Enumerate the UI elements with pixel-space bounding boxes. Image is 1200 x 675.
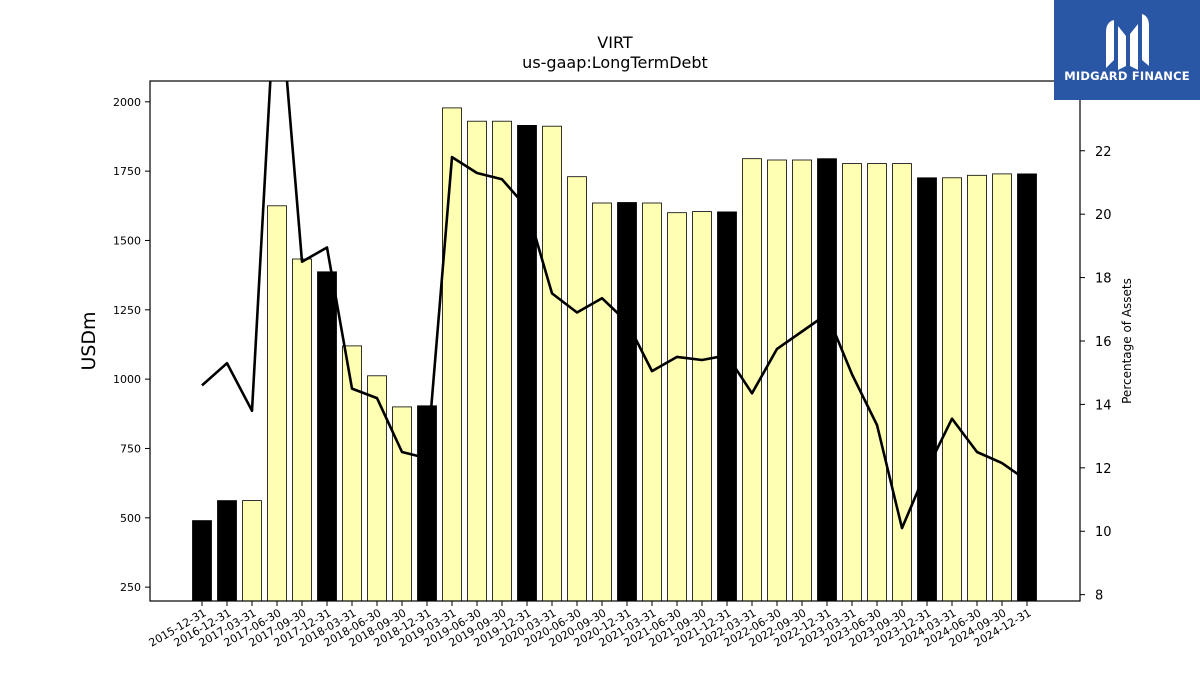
bar-2023-09-30 bbox=[892, 163, 912, 602]
y-tick-label: 1500 bbox=[113, 234, 141, 247]
y-tick-label: 750 bbox=[120, 442, 141, 455]
bar-2017-06-30 bbox=[267, 205, 287, 602]
y2-tick-label: 12 bbox=[1095, 462, 1112, 477]
bar-2016-12-31 bbox=[217, 500, 237, 602]
bar-2019-03-31 bbox=[442, 107, 462, 602]
bar-2022-09-30 bbox=[792, 159, 812, 602]
bar-2020-06-30 bbox=[567, 176, 587, 602]
bar-2020-12-31 bbox=[617, 202, 637, 602]
bar-2018-12-31 bbox=[417, 405, 437, 602]
bars-layer bbox=[192, 107, 1037, 602]
bar-2017-09-30 bbox=[292, 258, 312, 602]
y2-tick-label: 18 bbox=[1095, 272, 1112, 287]
bar-2017-12-31 bbox=[317, 271, 337, 602]
bar-2024-06-30 bbox=[967, 174, 987, 602]
logo-text: MIDGARD FINANCE bbox=[1064, 69, 1190, 83]
chart-title: VIRT bbox=[597, 33, 633, 52]
y2-tick-label: 8 bbox=[1095, 589, 1103, 604]
line-layer bbox=[201, 81, 1028, 530]
bar-2022-12-31 bbox=[817, 158, 837, 602]
bar-2024-09-30 bbox=[992, 173, 1012, 602]
bar-2023-03-31 bbox=[842, 163, 862, 602]
bar-2019-06-30 bbox=[467, 120, 487, 602]
y2-tick-label: 20 bbox=[1095, 208, 1112, 223]
y-tick-label: 500 bbox=[120, 512, 141, 525]
plot-frame bbox=[149, 80, 1081, 602]
midgard-logo-icon bbox=[1106, 14, 1149, 70]
bar-2020-09-30 bbox=[592, 202, 612, 602]
bar-2023-12-31 bbox=[917, 177, 937, 602]
y-tick-label: 1750 bbox=[113, 165, 141, 178]
bar-2022-06-30 bbox=[767, 159, 787, 602]
y2-tick-label: 16 bbox=[1095, 335, 1112, 350]
bar-2021-12-31 bbox=[717, 211, 737, 602]
bar-2017-03-31 bbox=[242, 500, 262, 602]
x-axis: 2015-12-312016-12-312017-03-312017-06-30… bbox=[147, 601, 1034, 650]
bar-2023-06-30 bbox=[867, 163, 887, 602]
y-axis-right: 8 10 12 14 16 18 20 22 bbox=[1080, 145, 1112, 604]
y2-tick-label: 22 bbox=[1095, 145, 1112, 160]
percentage-of-assets-line bbox=[201, 81, 1028, 530]
y-axis-left: 250 500 750 1000 1250 1500 1750 2000 bbox=[113, 96, 150, 594]
bar-2021-03-31 bbox=[642, 202, 662, 602]
y2-tick-label: 14 bbox=[1095, 398, 1112, 413]
bar-2024-12-31 bbox=[1017, 173, 1037, 602]
y-axis-label: USDm bbox=[78, 311, 100, 370]
y-tick-label: 2000 bbox=[113, 96, 141, 109]
y2-tick-label: 10 bbox=[1095, 525, 1112, 540]
bar-2020-03-31 bbox=[542, 125, 562, 602]
bar-2021-09-30 bbox=[692, 211, 712, 602]
bar-2015-12-31 bbox=[192, 520, 212, 602]
y-tick-label: 1000 bbox=[113, 373, 141, 386]
bar-2019-12-31 bbox=[517, 125, 537, 602]
midgard-finance-logo: MIDGARD FINANCE bbox=[1054, 0, 1200, 100]
chart-subtitle: us-gaap:LongTermDebt bbox=[522, 53, 708, 72]
y-tick-label: 250 bbox=[120, 581, 141, 594]
y-tick-label: 1250 bbox=[113, 304, 141, 317]
bar-2024-03-31 bbox=[942, 177, 962, 602]
bar-2019-09-30 bbox=[492, 120, 512, 602]
bar-2021-06-30 bbox=[667, 212, 687, 602]
y2-axis-label: Percentage of Assets bbox=[1120, 278, 1134, 404]
